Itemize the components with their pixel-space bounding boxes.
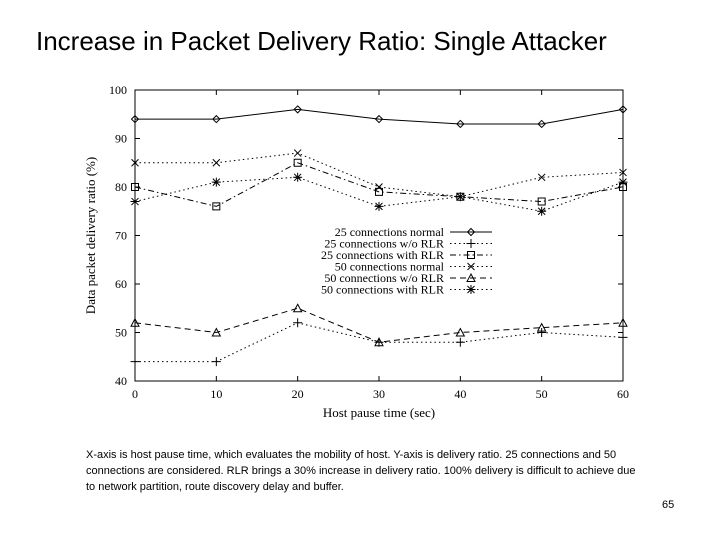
data-point	[537, 206, 547, 216]
data-point	[292, 303, 303, 313]
data-point	[618, 177, 628, 187]
data-point	[455, 337, 465, 347]
data-point	[374, 201, 384, 211]
data-point	[537, 119, 546, 129]
data-point	[130, 317, 140, 327]
series-line	[134, 162, 624, 207]
data-point	[466, 227, 476, 237]
legend-entry: 50 connections w/o RLR	[324, 271, 492, 285]
data-point	[130, 197, 140, 207]
x-axis-label: Host pause time (sec)	[323, 405, 435, 420]
data-point	[466, 239, 476, 248]
slide-title: Increase in Packet Delivery Ratio: Singl…	[36, 26, 607, 56]
data-point	[131, 183, 139, 191]
series-line	[134, 307, 624, 343]
data-point	[212, 158, 221, 167]
x-tick-label: 40	[454, 387, 466, 401]
data-point	[293, 149, 302, 157]
data-point	[455, 327, 466, 337]
data-point	[293, 172, 303, 182]
legend-label: 25 connections w/o RLR	[324, 237, 444, 251]
series-5	[130, 303, 628, 347]
data-point	[536, 322, 547, 332]
legend-entry: 50 connections normal	[335, 260, 492, 274]
y-axis-label: Data packet delivery ratio (%)	[83, 157, 98, 314]
data-point	[618, 332, 628, 342]
series-1	[130, 105, 628, 129]
data-point	[618, 317, 628, 327]
y-tick-label: 60	[115, 277, 127, 291]
legend-label: 25 connections with RLR	[321, 248, 444, 262]
data-point	[211, 177, 221, 187]
data-point	[618, 105, 628, 114]
data-point	[619, 168, 627, 177]
data-point	[456, 119, 465, 129]
legend-label: 50 connections w/o RLR	[324, 271, 444, 285]
y-tick-label: 40	[115, 374, 127, 388]
data-point	[293, 105, 302, 114]
y-tick-label: 70	[115, 229, 127, 243]
data-point	[131, 158, 139, 167]
x-tick-label: 50	[536, 387, 548, 401]
data-point	[212, 202, 221, 211]
x-tick-label: 30	[373, 387, 385, 401]
x-tick-label: 0	[132, 387, 138, 401]
y-tick-label: 50	[115, 326, 127, 340]
y-tick-label: 90	[115, 132, 127, 146]
legend-entry: 25 connections w/o RLR	[324, 237, 492, 251]
data-point	[212, 114, 221, 124]
y-tick-label: 80	[115, 180, 127, 194]
data-point	[375, 183, 383, 191]
series-4	[131, 149, 627, 201]
x-tick-label: 60	[617, 387, 629, 401]
series-6	[130, 172, 628, 216]
data-point	[374, 114, 384, 124]
slide-caption: X-axis is host pause time, which evaluat…	[86, 449, 636, 493]
data-point	[293, 318, 303, 328]
data-point	[467, 262, 475, 271]
legend-entry: 50 connections with RLR	[321, 283, 492, 297]
data-point	[455, 192, 465, 202]
data-point	[537, 197, 546, 206]
series-line	[135, 108, 624, 125]
y-tick-label: 100	[109, 83, 127, 97]
legend-entry: 25 connections with RLR	[321, 248, 492, 262]
data-point	[537, 328, 547, 337]
page-number: 65	[662, 499, 675, 511]
data-point	[211, 327, 222, 337]
legend-label: 50 connections with RLR	[321, 283, 444, 297]
data-point	[293, 158, 302, 167]
data-point	[211, 357, 221, 367]
data-point	[130, 114, 140, 124]
series-line	[135, 152, 624, 198]
legend-label: 50 connections normal	[335, 260, 445, 274]
x-tick-label: 10	[210, 387, 222, 401]
legend-label: 25 connections normal	[335, 225, 445, 239]
packet-delivery-chart: 40 50 60 70 80 90 100 0 10 20 30 40 50 60 25 connecti…	[83, 83, 629, 420]
x-tick-label: 20	[292, 387, 304, 401]
data-point	[374, 337, 384, 347]
series-2	[130, 318, 628, 367]
legend-entry: 25 connections normal	[335, 225, 492, 239]
data-point	[467, 251, 475, 259]
data-point	[466, 285, 476, 294]
data-point	[537, 173, 546, 182]
data-point	[466, 272, 476, 282]
data-point	[130, 357, 140, 367]
